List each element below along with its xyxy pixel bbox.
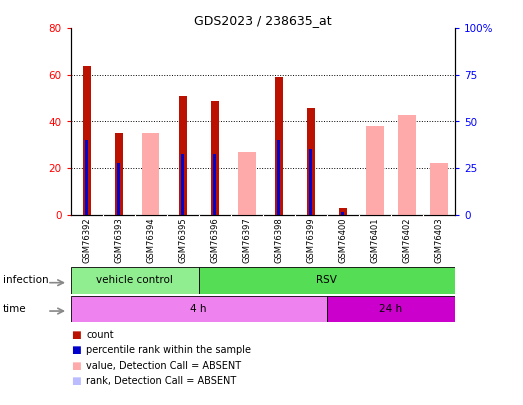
Bar [71,296,327,322]
Bar [179,96,187,215]
Text: count: count [86,330,114,340]
Bar [435,171,443,215]
Bar [309,149,312,215]
Text: GSM76395: GSM76395 [178,217,187,263]
Bar [142,133,160,215]
Bar [181,154,184,215]
Bar [117,163,120,215]
Bar [146,161,155,215]
Bar [342,212,345,215]
Text: RSV: RSV [316,275,337,286]
Text: GSM76403: GSM76403 [435,217,444,263]
Bar [213,154,217,215]
Bar [430,163,448,215]
Bar [366,126,384,215]
Bar [339,208,347,215]
Text: 4 h: 4 h [190,304,207,314]
Text: ■: ■ [71,361,81,371]
Text: vehicle control: vehicle control [96,275,173,286]
Text: ■: ■ [71,345,81,356]
Text: percentile rank within the sample: percentile rank within the sample [86,345,251,356]
Text: GSM76398: GSM76398 [275,217,283,263]
Bar [211,100,219,215]
Bar [327,296,455,322]
Text: 24 h: 24 h [379,304,403,314]
Text: GSM76397: GSM76397 [242,217,251,263]
Bar [277,140,280,215]
Bar [199,267,455,294]
Text: ■: ■ [71,330,81,340]
Title: GDS2023 / 238635_at: GDS2023 / 238635_at [194,14,332,27]
Bar [243,166,251,215]
Text: GSM76401: GSM76401 [370,217,379,263]
Text: GSM76392: GSM76392 [82,217,91,263]
Text: value, Detection Call = ABSENT: value, Detection Call = ABSENT [86,361,242,371]
Text: GSM76402: GSM76402 [403,217,412,263]
Text: GSM76396: GSM76396 [210,217,219,263]
Bar [307,107,315,215]
Bar [403,159,411,215]
Text: GSM76399: GSM76399 [306,217,315,263]
Bar [238,152,256,215]
Bar [71,267,199,294]
Text: GSM76400: GSM76400 [338,217,347,263]
Bar [275,77,283,215]
Bar [83,66,90,215]
Text: GSM76394: GSM76394 [146,217,155,263]
Text: time: time [3,304,26,314]
Text: ■: ■ [71,376,81,386]
Text: rank, Detection Call = ABSENT: rank, Detection Call = ABSENT [86,376,236,386]
Bar [115,133,123,215]
Text: infection: infection [3,275,48,286]
Bar [371,156,379,215]
Bar [85,140,88,215]
Bar [398,115,416,215]
Text: GSM76393: GSM76393 [114,217,123,263]
